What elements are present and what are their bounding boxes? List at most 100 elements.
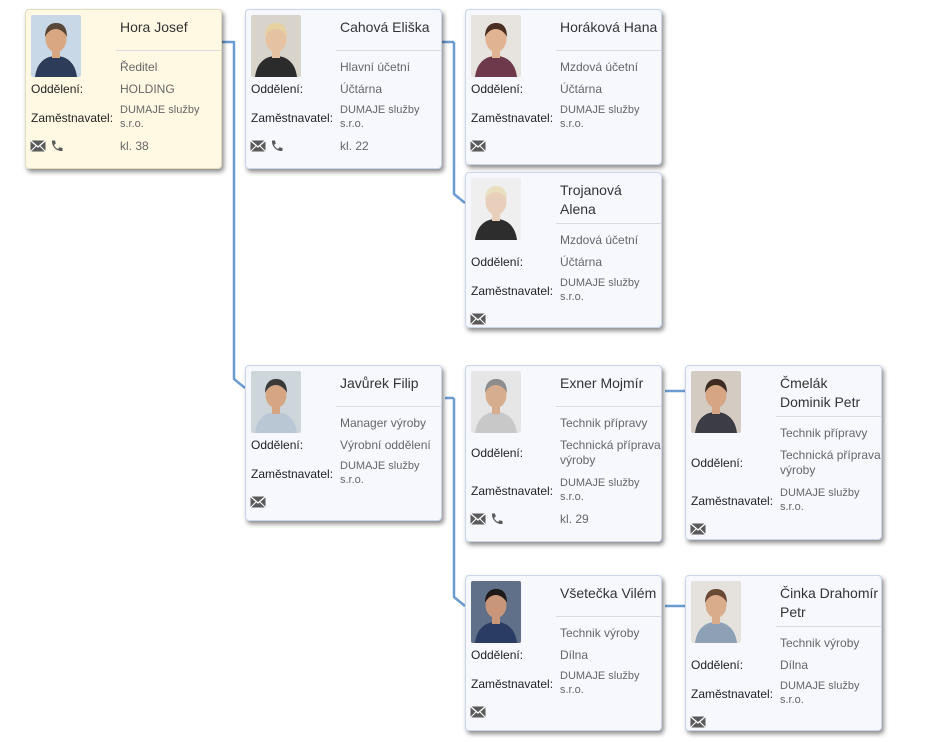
department-label: Oddělení: (251, 438, 304, 452)
employee-name: Činka Drahomír Petr (780, 585, 879, 620)
employee-card[interactable]: Trojanová Alena Mzdová účetní Oddělení: Účt… (465, 172, 662, 328)
department-label: Oddělení: (31, 82, 84, 96)
contact-icons (250, 496, 266, 508)
employee-name: Trojanová Alena (560, 182, 622, 217)
department-label: Oddělení: (691, 456, 744, 470)
employer-label: Zaměstnavatel: (691, 494, 774, 508)
employee-position: Technik výroby (780, 636, 860, 650)
employee-position: Manager výroby (340, 416, 427, 430)
employee-photo (251, 15, 301, 77)
employee-photo (251, 371, 301, 433)
name-separator (556, 50, 661, 51)
employee-card[interactable]: Cahová Eliška Hlavní účetní Oddělení: Účtár… (245, 9, 442, 169)
department-label: Oddělení: (691, 658, 744, 672)
employee-card[interactable]: Čmelák Dominik Petr Technik přípravy Odděl… (685, 365, 882, 540)
department-value: Dílna (560, 648, 589, 662)
contact-icons (470, 140, 486, 152)
employee-photo (691, 371, 741, 433)
employee-position: Mzdová účetní (560, 60, 639, 74)
employee-card[interactable]: Javůrek Filip Manager výroby Oddělení: Výro… (245, 365, 442, 521)
envelope-icon[interactable] (250, 140, 266, 152)
envelope-icon[interactable] (470, 706, 486, 718)
contact-icons (470, 513, 505, 525)
employee-card[interactable]: Horáková Hana Mzdová účetní Oddělení: Účtár… (465, 9, 662, 165)
phone-icon[interactable] (49, 140, 65, 152)
employer-label: Zaměstnavatel: (251, 467, 334, 481)
name-separator (116, 50, 221, 51)
employee-photo (31, 15, 81, 77)
employee-name: Exner Mojmír (560, 375, 644, 391)
name-separator (336, 50, 441, 51)
phone-icon[interactable] (489, 513, 505, 525)
department-label: Oddělení: (471, 446, 524, 460)
name-separator (556, 616, 661, 617)
department-label: Oddělení: (471, 648, 524, 662)
contact-icons (470, 706, 486, 718)
employee-position: Technik přípravy (560, 416, 648, 430)
employer-label: Zaměstnavatel: (691, 687, 774, 701)
department-value: HOLDING (120, 82, 175, 96)
employer-label: Zaměstnavatel: (251, 111, 334, 125)
envelope-icon[interactable] (250, 496, 266, 508)
envelope-icon[interactable] (690, 716, 706, 728)
name-separator (556, 223, 661, 224)
employer-value: DUMAJE služby s.r.o. (340, 104, 420, 130)
contact-icons (690, 716, 706, 728)
employee-card[interactable]: Hora Josef Ředitel Oddělení: HOLDING Zaměstn… (25, 9, 222, 169)
employee-position: Technik přípravy (780, 426, 868, 440)
employee-name: Všetečka Vilém (560, 585, 657, 601)
phone-extension: kl. 29 (560, 512, 589, 526)
envelope-icon[interactable] (690, 523, 706, 535)
employee-card[interactable]: Exner Mojmír Technik přípravy Oddělení: Tec… (465, 365, 662, 542)
employee-card[interactable]: Všetečka Vilém Technik výroby Oddělení: Díl… (465, 575, 662, 731)
name-separator (336, 406, 441, 407)
department-value: Výrobní oddělení (340, 438, 431, 452)
employee-photo (471, 15, 521, 77)
phone-icon[interactable] (269, 140, 285, 152)
employee-position: Hlavní účetní (340, 60, 411, 74)
phone-extension: kl. 38 (120, 139, 149, 153)
envelope-icon[interactable] (470, 513, 486, 525)
employer-value: DUMAJE služby s.r.o. (340, 460, 420, 486)
department-value: Technická příprava výroby (780, 448, 881, 477)
employer-value: DUMAJE služby s.r.o. (120, 104, 200, 130)
employer-label: Zaměstnavatel: (471, 677, 554, 691)
envelope-icon[interactable] (30, 140, 46, 152)
contact-icons (30, 140, 65, 152)
employee-card[interactable]: Činka Drahomír Petr Technik výroby Oddělen… (685, 575, 882, 731)
department-value: Účtárna (560, 82, 603, 96)
employer-label: Zaměstnavatel: (31, 111, 114, 125)
envelope-icon[interactable] (470, 313, 486, 325)
contact-icons (470, 313, 486, 325)
connector-line (452, 42, 466, 204)
department-value: Dílna (780, 658, 809, 672)
phone-extension: kl. 22 (340, 139, 369, 153)
employee-photo (471, 178, 521, 240)
employer-value: DUMAJE služby s.r.o. (780, 487, 860, 513)
employee-name: Javůrek Filip (340, 375, 419, 391)
connector-line (452, 398, 466, 607)
employer-value: DUMAJE služby s.r.o. (560, 670, 640, 696)
employee-name: Hora Josef (120, 19, 188, 35)
department-label: Oddělení: (471, 82, 524, 96)
employee-photo (471, 371, 521, 433)
department-value: Účtárna (340, 82, 383, 96)
envelope-icon[interactable] (470, 140, 486, 152)
employer-value: DUMAJE služby s.r.o. (560, 477, 640, 503)
department-value: Technická příprava výroby (560, 438, 661, 467)
department-label: Oddělení: (471, 255, 524, 269)
employer-value: DUMAJE služby s.r.o. (560, 277, 640, 303)
employee-name: Cahová Eliška (340, 19, 430, 35)
employer-value: DUMAJE služby s.r.o. (560, 104, 640, 130)
employee-position: Mzdová účetní (560, 233, 639, 247)
name-separator (776, 416, 881, 417)
employee-name: Horáková Hana (560, 19, 658, 35)
employer-label: Zaměstnavatel: (471, 484, 554, 498)
name-separator (776, 626, 881, 627)
contact-icons (250, 140, 285, 152)
employer-value: DUMAJE služby s.r.o. (780, 680, 860, 706)
contact-icons (690, 523, 706, 535)
name-separator (556, 406, 661, 407)
employer-label: Zaměstnavatel: (471, 284, 554, 298)
